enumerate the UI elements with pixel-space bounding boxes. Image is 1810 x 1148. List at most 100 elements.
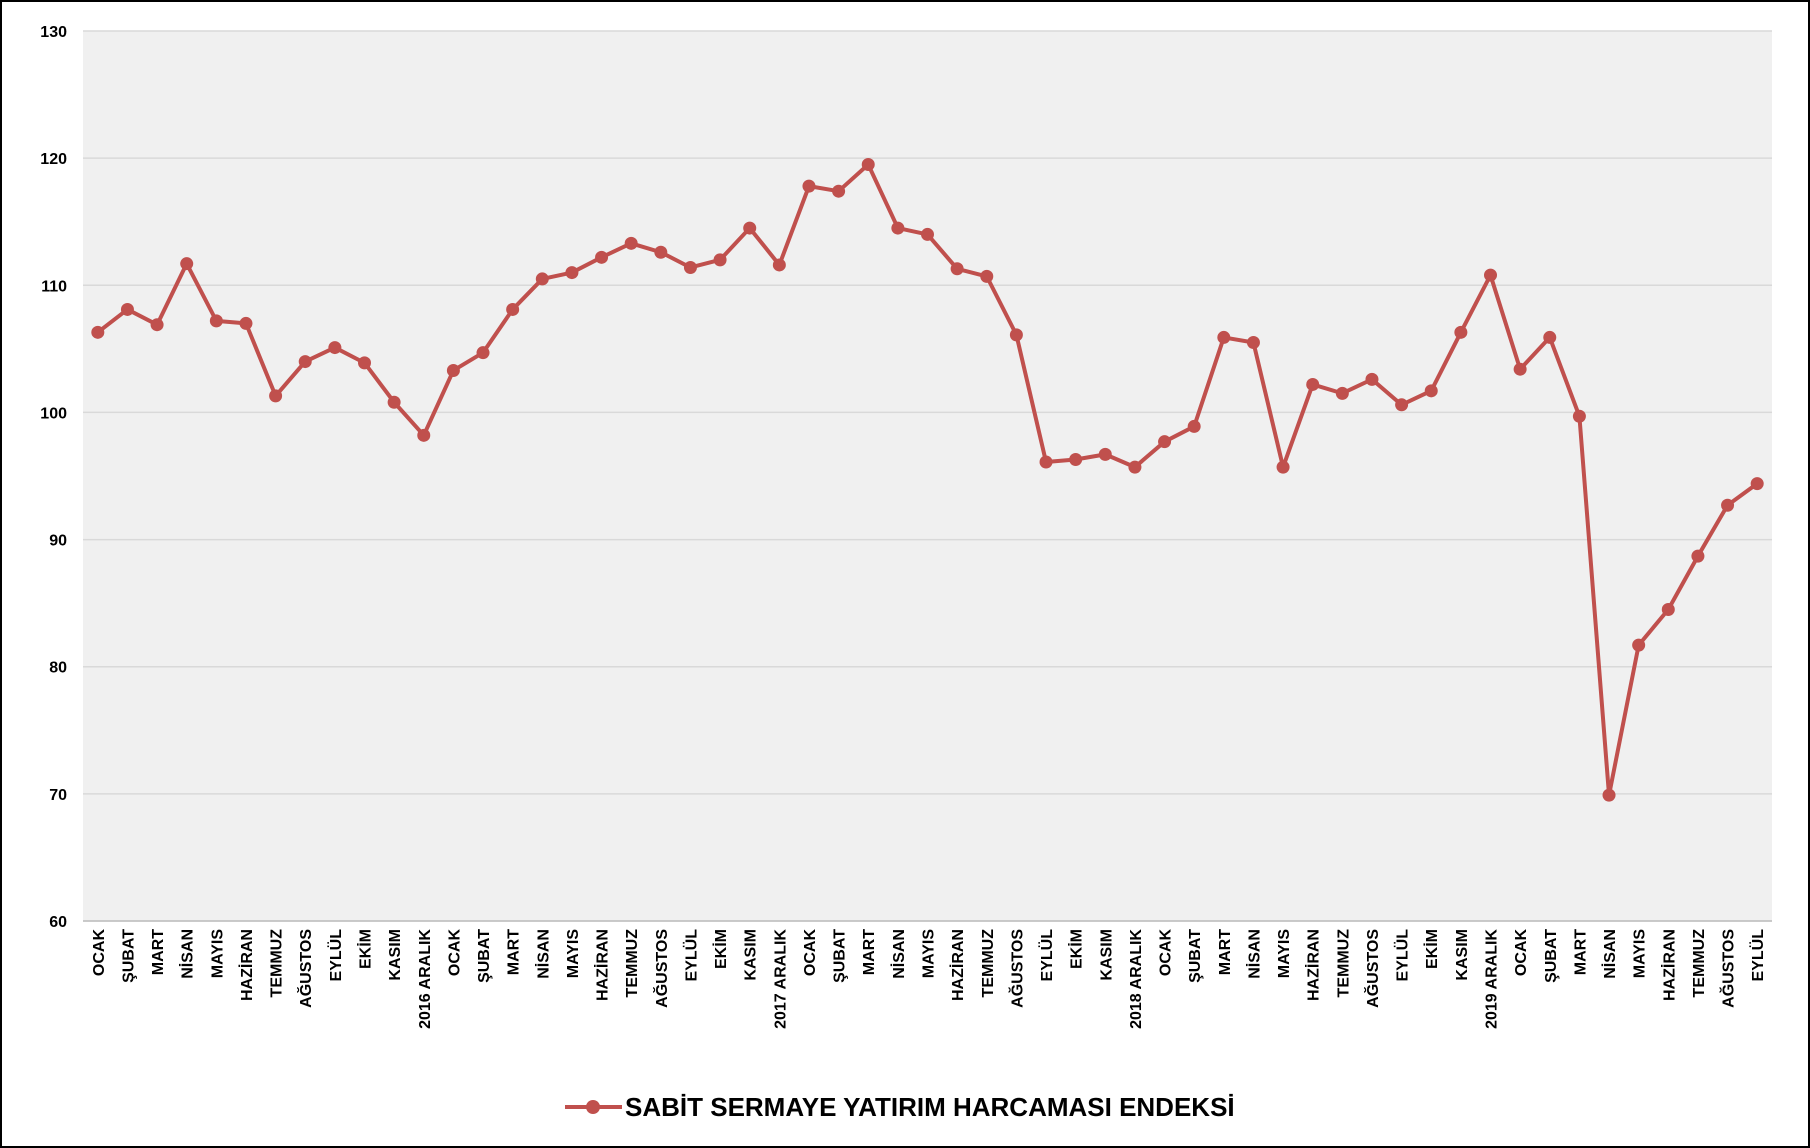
data-point — [565, 266, 579, 280]
x-tick-label: AĞUSTOS — [1007, 929, 1026, 1008]
x-tick-label: MAYIS — [1276, 929, 1293, 979]
x-tick-label: HAZİRAN — [238, 929, 256, 1001]
data-point — [1217, 330, 1231, 344]
x-tick-label: EKİM — [712, 929, 730, 969]
data-point — [1513, 362, 1527, 376]
x-tick-label: MART — [861, 929, 878, 975]
data-point — [358, 356, 371, 370]
data-point — [239, 316, 253, 330]
x-tick-label: ŞUBAT — [1543, 929, 1560, 983]
x-tick-label: EYLÜL — [1393, 929, 1412, 982]
x-tick-label: AĞUSTOS — [1363, 929, 1382, 1008]
data-point — [1602, 788, 1616, 802]
x-tick-label: ŞUBAT — [1187, 929, 1204, 983]
x-tick-label: KASIM — [1098, 929, 1115, 981]
x-tick-label: TEMMUZ — [624, 929, 641, 998]
x-tick-label: OCAK — [1158, 929, 1175, 977]
data-point — [1009, 328, 1023, 342]
x-tick-label: MAYIS — [209, 929, 226, 979]
x-tick-label: HAZİRAN — [1305, 929, 1323, 1001]
data-point — [535, 272, 549, 286]
x-tick-label: ŞUBAT — [120, 929, 137, 983]
x-tick-label: NİSAN — [890, 929, 908, 979]
y-tick-label: 110 — [41, 278, 67, 295]
x-tick-label: KASIM — [1454, 929, 1471, 981]
data-point — [120, 302, 134, 316]
y-tick-label: 60 — [49, 914, 67, 931]
data-point — [1335, 386, 1349, 400]
x-tick-label: EYLÜL — [326, 929, 345, 982]
data-point — [1661, 603, 1675, 616]
x-tick-label: 2018 ARALIK — [1128, 929, 1145, 1029]
data-point — [446, 363, 460, 377]
y-tick-label: 130 — [40, 24, 67, 41]
x-tick-label: MART — [506, 929, 523, 975]
data-point — [1691, 549, 1705, 563]
data-point — [1069, 452, 1083, 466]
y-tick-label: 90 — [49, 533, 67, 550]
data-point — [1454, 325, 1468, 339]
x-tick-label: TEMMUZ — [1335, 929, 1352, 998]
data-point — [1039, 455, 1053, 469]
data-point — [1098, 447, 1112, 461]
data-point — [91, 325, 105, 339]
x-tick-label: EKİM — [1068, 929, 1086, 969]
y-tick-label: 80 — [49, 660, 67, 677]
data-point — [269, 389, 283, 403]
y-tick-label: 100 — [40, 405, 67, 422]
legend-marker — [586, 1100, 600, 1114]
data-point — [1395, 398, 1409, 412]
x-tick-label: KASIM — [387, 929, 404, 981]
y-tick-label: 120 — [40, 151, 67, 168]
x-tick-label: EKİM — [357, 929, 375, 969]
data-point — [1246, 336, 1260, 349]
data-point — [1187, 419, 1201, 433]
x-tick-label: 2017 ARALIK — [772, 929, 789, 1029]
x-tick-label: MAYIS — [565, 929, 582, 979]
x-tick-label: NİSAN — [1601, 929, 1619, 979]
data-point — [1632, 638, 1646, 652]
data-point — [654, 245, 668, 259]
x-tick-label: ŞUBAT — [832, 929, 849, 983]
data-point — [1721, 498, 1735, 512]
data-point — [1572, 409, 1586, 423]
x-tick-label: OCAK — [91, 929, 108, 977]
x-tick-label: AĞUSTOS — [296, 929, 315, 1008]
y-tick-label: 70 — [49, 787, 67, 804]
data-point — [1306, 377, 1320, 391]
data-point — [980, 269, 994, 283]
x-tick-label: MART — [1572, 929, 1589, 975]
x-tick-label: OCAK — [1513, 929, 1530, 977]
x-tick-label: TEMMUZ — [980, 929, 997, 998]
data-point — [387, 395, 401, 409]
x-tick-label: TEMMUZ — [269, 929, 286, 998]
data-point — [1750, 477, 1764, 491]
data-point — [150, 318, 164, 332]
data-point — [891, 221, 905, 235]
data-point — [1484, 268, 1497, 282]
x-tick-label: MART — [1217, 929, 1234, 975]
data-point — [802, 179, 816, 193]
x-tick-label: ŞUBAT — [476, 929, 493, 983]
x-tick-label: HAZİRAN — [594, 929, 612, 1001]
data-point — [506, 302, 520, 316]
data-point — [1276, 460, 1290, 474]
data-point — [772, 258, 786, 272]
x-tick-label: AĞUSTOS — [1719, 929, 1738, 1008]
x-tick-label: KASIM — [743, 929, 760, 981]
x-tick-label: EKİM — [1423, 929, 1441, 969]
data-point — [476, 346, 490, 360]
x-tick-label: HAZİRAN — [1660, 929, 1678, 1001]
x-tick-label: NİSAN — [179, 929, 197, 979]
x-tick-label: EYLÜL — [1037, 929, 1056, 982]
data-point — [1365, 372, 1379, 386]
data-point — [743, 221, 757, 235]
x-tick-label: NİSAN — [1245, 929, 1263, 979]
plot-area — [83, 31, 1772, 921]
data-point — [683, 260, 697, 274]
legend-label: SABİT SERMAYE YATIRIM HARCAMASI ENDEKSİ — [625, 1092, 1235, 1122]
x-tick-label: OCAK — [446, 929, 463, 977]
data-point — [713, 253, 727, 267]
data-point — [950, 262, 964, 276]
